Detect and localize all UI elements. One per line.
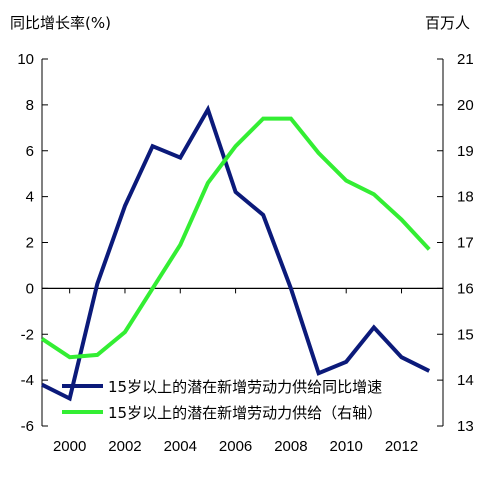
legend: 15岁以上的潜在新增劳动力供给同比增速 15岁以上的潜在新增劳动力供给（右轴） [62,378,382,422]
series-lines [40,104,431,402]
x-tick-label: 2000 [53,438,86,455]
right-tick-label: 15 [457,326,474,343]
left-tick-label: 10 [17,51,34,68]
legend-label-2: 15岁以上的潜在新增劳动力供给（右轴） [108,404,382,422]
right-tick-label: 17 [457,235,474,252]
right-tick-label: 20 [457,97,474,114]
right-tick-label: 18 [457,189,474,206]
right-axis-title: 百万人 [425,14,470,32]
left-tick-label: 2 [26,235,34,252]
left-tick-label: 6 [26,143,34,160]
x-tick-label: 2004 [164,438,197,455]
x-tick-label: 2010 [330,438,363,455]
series-line-2 [40,116,431,360]
left-tick-label: -6 [21,418,34,435]
series-line-1 [41,104,431,402]
left-tick-label: -2 [21,326,34,343]
right-tick-label: 19 [457,143,474,160]
right-tick-label: 21 [457,51,474,68]
right-tick-label: 14 [457,372,474,389]
x-tick-label: 2008 [274,438,307,455]
left-tick-label: 4 [26,189,34,206]
left-tick-label: 0 [26,280,34,297]
axes: -6 -4 -2 0 2 4 6 8 10 13 14 15 16 17 18 19 20 21 2000 2002 2… [17,51,473,455]
x-tick-label: 2006 [219,438,252,455]
left-tick-label: 8 [26,97,34,114]
x-tick-label: 2002 [108,438,141,455]
legend-label-1: 15岁以上的潜在新增劳动力供给同比增速 [108,378,382,396]
left-tick-label: -4 [21,372,34,389]
right-tick-label: 13 [457,418,474,435]
right-tick-label: 16 [457,280,474,297]
left-axis-title: 同比增长率(%) [10,14,111,32]
x-tick-label: 2012 [385,438,418,455]
